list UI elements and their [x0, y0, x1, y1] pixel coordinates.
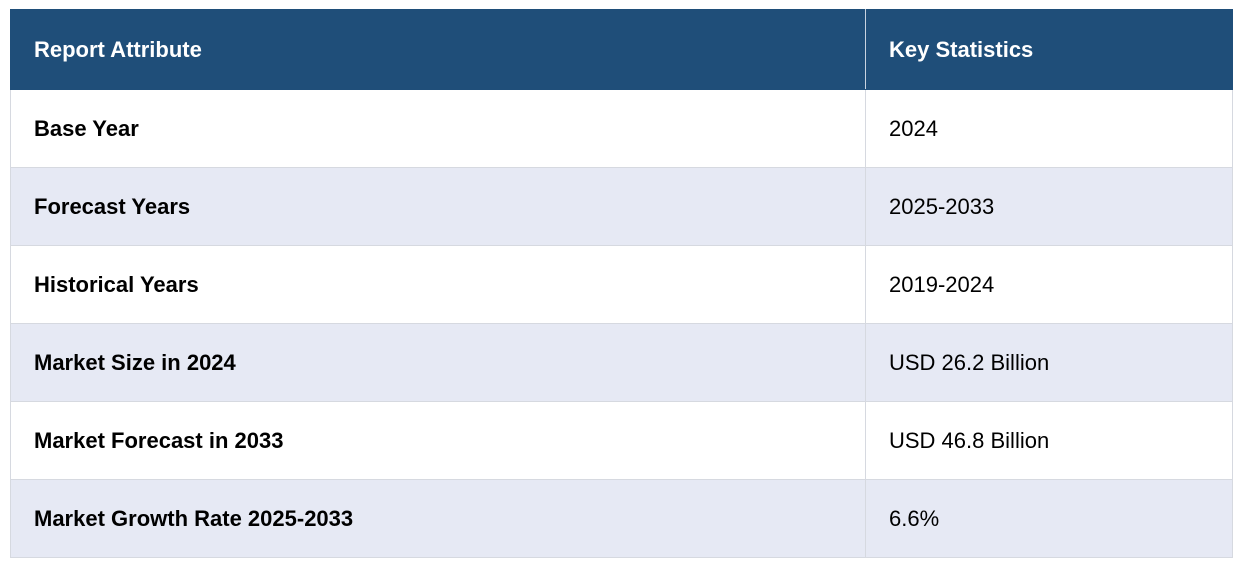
table-body: Base Year 2024 Forecast Years 2025-2033 …	[10, 89, 1233, 558]
table-header: Report Attribute Key Statistics	[10, 9, 1233, 90]
table-row: Market Size in 2024 USD 26.2 Billion	[10, 323, 1233, 402]
header-report-attribute: Report Attribute	[10, 9, 866, 90]
row-attribute-market-forecast: Market Forecast in 2033	[10, 401, 866, 480]
header-key-statistics: Key Statistics	[865, 9, 1233, 90]
row-attribute-historical-years: Historical Years	[10, 245, 866, 324]
row-value-market-size: USD 26.2 Billion	[865, 323, 1233, 402]
row-value-base-year: 2024	[865, 89, 1233, 168]
row-attribute-base-year: Base Year	[10, 89, 866, 168]
row-value-forecast-years: 2025-2033	[865, 167, 1233, 246]
table-row: Market Growth Rate 2025-2033 6.6%	[10, 479, 1233, 558]
row-attribute-market-size: Market Size in 2024	[10, 323, 866, 402]
table-row: Historical Years 2019-2024	[10, 245, 1233, 324]
table-row: Base Year 2024	[10, 89, 1233, 168]
row-value-historical-years: 2019-2024	[865, 245, 1233, 324]
row-value-growth-rate: 6.6%	[865, 479, 1233, 558]
row-value-market-forecast: USD 46.8 Billion	[865, 401, 1233, 480]
table-row: Forecast Years 2025-2033	[10, 167, 1233, 246]
row-attribute-growth-rate: Market Growth Rate 2025-2033	[10, 479, 866, 558]
report-statistics-table: Report Attribute Key Statistics Base Yea…	[10, 9, 1233, 558]
row-attribute-forecast-years: Forecast Years	[10, 167, 866, 246]
header-row: Report Attribute Key Statistics	[10, 9, 1233, 90]
table-row: Market Forecast in 2033 USD 46.8 Billion	[10, 401, 1233, 480]
